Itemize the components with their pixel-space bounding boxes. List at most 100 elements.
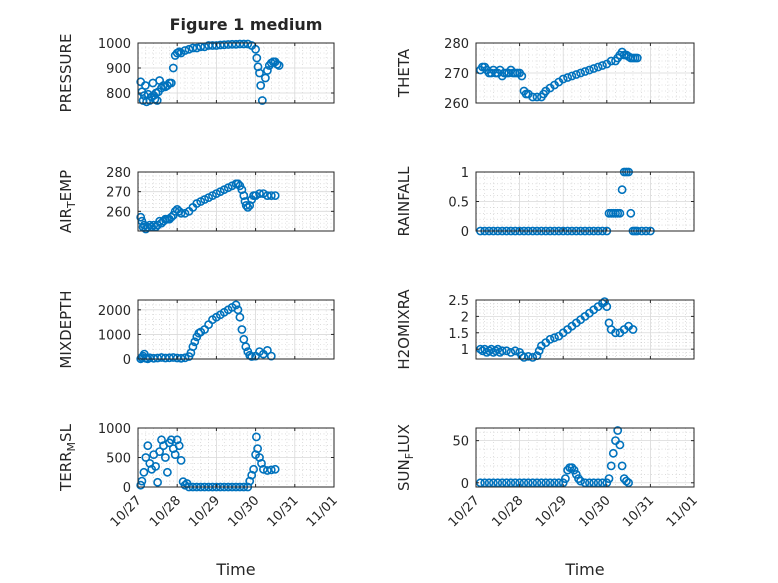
- x-axis-label: Time: [215, 560, 255, 579]
- data-point: [608, 448, 618, 458]
- data-point: [528, 92, 538, 102]
- tick-marks: [137, 300, 335, 360]
- data-point: [519, 352, 529, 362]
- data-point: [506, 478, 516, 488]
- subplot-mixdepth: 0 1000 2000 MIXDEPTH: [57, 290, 335, 369]
- y-tick-label: 1: [461, 166, 469, 181]
- x-tick-label: 10/28: [147, 493, 184, 530]
- tick-marks: [137, 171, 335, 231]
- data-point: [152, 96, 162, 105]
- data-point: [136, 212, 146, 222]
- data-point: [239, 191, 249, 200]
- y-tick-label: 280: [444, 37, 469, 52]
- data-point: [615, 208, 625, 218]
- data-point: [139, 467, 149, 477]
- series-points: [475, 297, 638, 362]
- minor-grid: [138, 300, 334, 359]
- y-tick-label: 2.5: [448, 294, 469, 309]
- minor-grid: [476, 43, 694, 103]
- data-point: [571, 70, 581, 79]
- y-tick-label: 0: [461, 225, 469, 240]
- subplot-air-temp: 260 270 280 AIRTEMP: [57, 166, 335, 234]
- x-tick-label: 11/01: [304, 493, 341, 530]
- y-tick-label: 270: [444, 67, 469, 82]
- data-point: [598, 61, 607, 70]
- x-tick-label: 10/30: [577, 493, 614, 530]
- data-point: [166, 212, 176, 222]
- minor-grid: [138, 172, 334, 231]
- data-point: [270, 191, 280, 200]
- data-point: [270, 464, 280, 474]
- tick-marks: [137, 427, 335, 488]
- data-point: [561, 474, 570, 483]
- y-axis-label: H2OMIXRA: [395, 289, 413, 370]
- data-point: [493, 478, 503, 488]
- x-tick-label: 10/31: [265, 493, 302, 530]
- y-tick-label: 270: [106, 186, 131, 201]
- data-point: [523, 351, 533, 361]
- data-point: [166, 78, 176, 88]
- data-point: [569, 465, 579, 475]
- y-tick-label: 260: [444, 97, 469, 112]
- series-points: [475, 47, 642, 102]
- x-tick-label: 10/27: [108, 493, 145, 530]
- data-point: [528, 352, 538, 362]
- y-axis-label: MIXDEPTH: [57, 290, 75, 368]
- data-point: [266, 351, 276, 361]
- data-point: [252, 53, 262, 63]
- data-point: [180, 353, 190, 363]
- data-point: [497, 478, 507, 488]
- y-tick-label: 2000: [98, 304, 131, 319]
- y-tick-label: 260: [106, 205, 131, 220]
- data-point: [550, 478, 559, 488]
- x-tick-label: 10/29: [186, 493, 223, 530]
- data-point: [149, 220, 159, 230]
- x-tick-label: 10/30: [225, 493, 262, 530]
- y-tick-label: 500: [106, 452, 131, 467]
- data-point: [151, 461, 160, 471]
- data-point: [519, 478, 529, 488]
- series-points: [136, 179, 280, 234]
- data-point: [567, 463, 577, 472]
- data-point: [488, 478, 498, 488]
- data-point: [190, 337, 200, 347]
- data-point: [237, 325, 247, 334]
- data-point: [266, 191, 276, 200]
- tick-marks: [475, 299, 695, 359]
- data-point: [593, 478, 603, 488]
- data-point: [589, 64, 599, 73]
- data-point: [571, 469, 581, 479]
- data-point: [545, 334, 555, 344]
- data-point: [628, 325, 638, 334]
- data-point: [574, 474, 583, 483]
- tick-marks: [137, 42, 335, 103]
- y-tick-label: 1000: [98, 328, 131, 343]
- x-axis-label: Time: [564, 560, 604, 579]
- data-point: [160, 453, 170, 462]
- x-tick-label: 10/27: [446, 493, 483, 530]
- tick-marks: [475, 171, 695, 232]
- data-point: [243, 202, 253, 212]
- data-point: [541, 478, 551, 488]
- data-point: [600, 297, 609, 306]
- data-point: [174, 441, 184, 451]
- data-point: [523, 478, 533, 488]
- data-point: [611, 328, 620, 338]
- y-axis-label: PRESSURE: [57, 34, 75, 113]
- data-point: [239, 39, 249, 49]
- data-point: [170, 450, 180, 459]
- data-point: [517, 71, 527, 81]
- data-point: [510, 346, 520, 356]
- data-point: [563, 73, 572, 82]
- minor-grid: [138, 428, 334, 487]
- data-point: [580, 67, 590, 76]
- data-point: [180, 46, 190, 55]
- axes-box: [475, 427, 695, 488]
- data-point: [176, 455, 186, 465]
- data-point: [510, 478, 520, 488]
- y-axis-label: TERRMSL: [57, 423, 78, 492]
- data-point: [266, 465, 276, 475]
- data-point: [251, 432, 261, 442]
- data-point: [550, 333, 559, 343]
- axes-box: [137, 299, 335, 360]
